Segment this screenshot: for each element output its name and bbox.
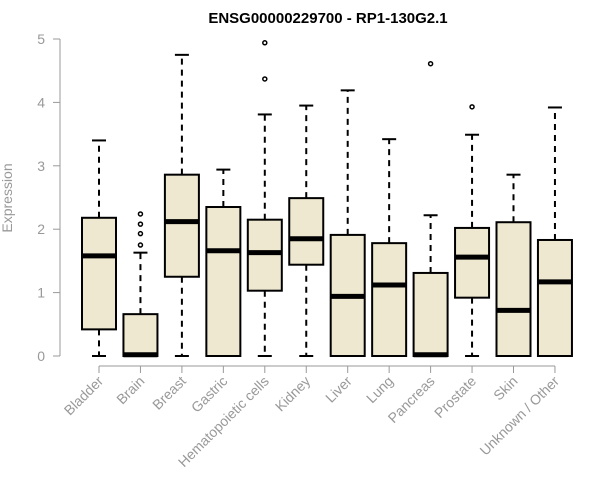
y-tick-label: 5 [37, 31, 45, 47]
box-iqr [163, 173, 200, 278]
outlier-point [137, 221, 144, 227]
x-tick-label: Prostate [431, 373, 479, 421]
box-group [81, 139, 117, 357]
box-iqr [81, 216, 117, 331]
box-group [163, 53, 200, 357]
x-tick-label: Brain [113, 373, 147, 407]
box-group [122, 211, 159, 358]
y-tick-label: 1 [37, 285, 45, 301]
box-iqr [371, 242, 408, 357]
box-iqr [412, 271, 449, 358]
outlier-point [469, 104, 475, 110]
box-group [288, 104, 325, 357]
x-tick-label: Lung [363, 373, 396, 406]
x-tick-label: Unknown / Other [476, 373, 562, 459]
y-tick-label: 4 [37, 94, 45, 110]
box-iqr [288, 197, 325, 266]
box-group [205, 168, 242, 357]
chart-title: ENSG00000229700 - RP1-130G2.1 [208, 10, 447, 27]
outlier-point [427, 60, 434, 67]
box-group [371, 138, 408, 357]
y-tick-label: 3 [37, 158, 45, 174]
outlier-point [137, 242, 144, 248]
x-tick-label: Bladder [61, 373, 107, 419]
box-iqr [495, 221, 532, 357]
box-group [412, 60, 449, 358]
y-tick-label: 2 [37, 221, 45, 237]
x-tick-label: Breast [149, 373, 189, 413]
y-axis: 0 1 2 3 4 5 [37, 31, 61, 364]
box-iqr [536, 238, 573, 357]
outlier-point [137, 211, 144, 217]
box-iqr [246, 218, 283, 292]
x-tick-label: Kidney [272, 373, 314, 415]
box-group [246, 40, 283, 357]
box-iqr [122, 313, 159, 358]
outlier-point [262, 76, 268, 82]
box-group [536, 106, 573, 357]
outlier-point [137, 230, 144, 237]
y-tick-label: 0 [37, 348, 45, 364]
box-group [329, 89, 366, 358]
outlier-point [262, 40, 268, 46]
plot-area [81, 40, 573, 358]
box-iqr [454, 226, 491, 299]
box-group [454, 104, 491, 357]
y-axis-label: Expression [0, 163, 15, 232]
x-tick-label: Liver [322, 373, 355, 406]
box-group [495, 173, 532, 357]
x-tick-label: Skin [490, 373, 521, 404]
box-iqr [205, 206, 242, 357]
